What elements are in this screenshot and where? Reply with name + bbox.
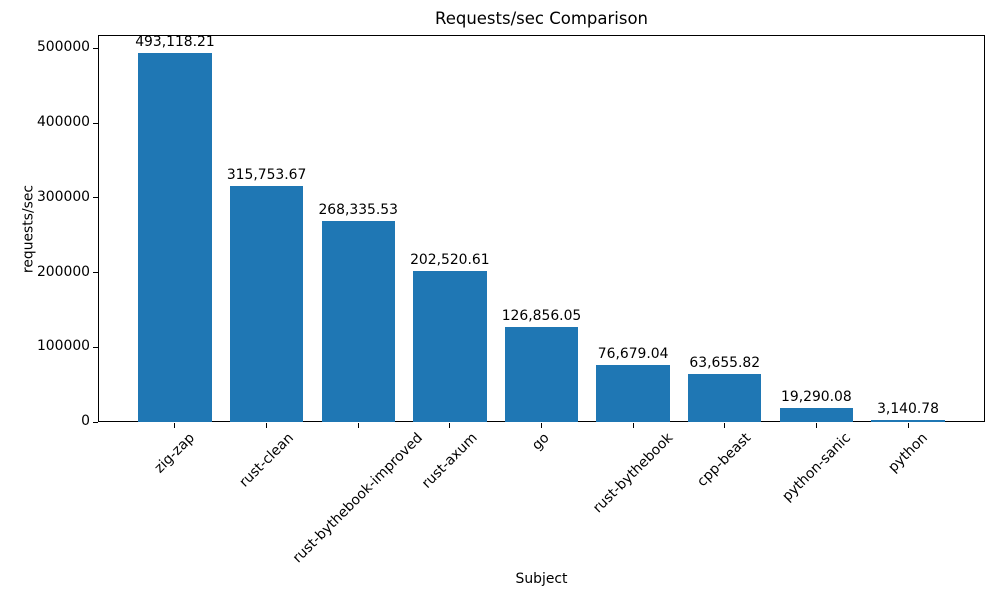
y-tick-label: 200000: [36, 263, 90, 280]
y-tick: [93, 197, 98, 199]
x-axis-label: Subject: [515, 571, 568, 587]
y-tick-label: 300000: [36, 188, 90, 205]
bar-value-label: 63,655.82: [689, 355, 761, 372]
bar-value-label: 202,520.61: [410, 251, 490, 268]
x-tick: [815, 423, 817, 428]
chart-title: Requests/sec Comparison: [434, 9, 649, 28]
bar-rust-axum: [413, 270, 487, 422]
bar-zig-zap: [138, 53, 212, 422]
y-tick: [93, 122, 98, 124]
x-tick: [632, 423, 634, 428]
bar-python: [871, 419, 945, 422]
bar-value-label: 76,679.04: [597, 345, 669, 362]
x-tick-label: rust-bythebook-improved: [289, 430, 427, 567]
x-tick-label: rust-bythebook: [589, 430, 676, 517]
y-tick-label: 400000: [36, 114, 90, 131]
bar-value-label: 315,753.67: [226, 166, 307, 183]
x-tick: [174, 423, 176, 428]
bar-value-label: 493,118.21: [135, 34, 215, 51]
bar-value-label: 19,290.08: [781, 388, 852, 405]
y-axis-label: requests/sec: [20, 184, 37, 273]
y-tick: [93, 272, 98, 273]
y-tick-label: 500000: [36, 39, 90, 56]
bar-value-label: 126,856.05: [501, 308, 582, 325]
x-tick: [266, 423, 268, 428]
bar-value-label: 268,335.53: [318, 202, 398, 219]
x-tick-label: go: [529, 430, 553, 454]
x-tick: [724, 423, 726, 428]
bar-go: [504, 327, 579, 422]
bar-rust-bythebook: [596, 364, 670, 422]
x-tick: [541, 423, 542, 428]
x-tick: [449, 423, 451, 428]
y-tick: [93, 346, 98, 348]
x-tick-label: rust-clean: [236, 430, 297, 491]
y-tick: [93, 421, 98, 423]
x-tick-label: python: [884, 430, 931, 476]
bar-python-sanic: [779, 407, 854, 422]
x-tick-label: zig-zap: [151, 430, 198, 477]
x-tick-label: rust-axum: [418, 430, 481, 492]
x-tick-label: python-sanic: [778, 430, 854, 505]
x-tick: [357, 423, 359, 428]
bar-cpp-beast: [688, 374, 762, 422]
bar-rust-bythebook-improved: [321, 221, 395, 422]
y-tick-label: 0: [81, 413, 90, 429]
y-tick-label: 100000: [36, 338, 90, 355]
bar-value-label: 3,140.78: [877, 400, 939, 417]
bar-rust-clean: [229, 185, 304, 422]
x-tick: [907, 423, 909, 428]
y-tick: [93, 47, 98, 49]
x-tick-label: cpp-beast: [694, 430, 755, 490]
